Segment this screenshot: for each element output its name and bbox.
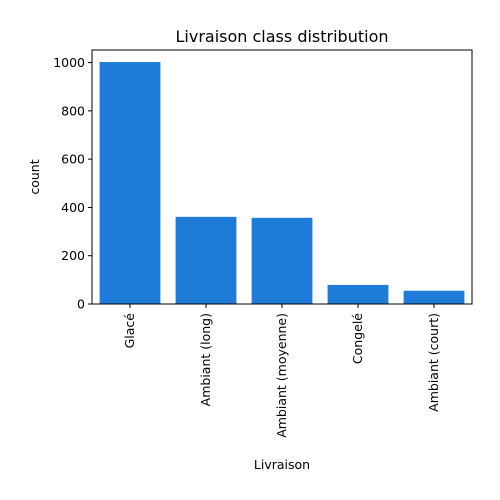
y-tick-label: 800 [61,103,85,118]
bar-4 [403,290,465,304]
x-tick-label: Glacé [122,313,137,349]
y-tick-label: 600 [61,152,85,167]
y-tick-label: 400 [61,200,85,215]
x-tick-label: Ambiant (moyenne) [274,313,289,438]
x-axis-label: Livraison [254,457,310,472]
bar-1 [175,216,237,304]
y-axis-ticks: 0 200 400 600 800 1000 [53,55,92,312]
x-tick-label: Ambiant (long) [198,313,213,406]
y-tick-label: 0 [77,297,85,312]
y-tick-label: 1000 [53,55,85,70]
x-axis-ticks: Glacé Ambiant (long) Ambiant (moyenne) Cong… [122,304,441,438]
x-tick-label: Ambiant (court) [426,313,441,412]
bars-group [99,62,465,305]
plot-frame [91,49,473,305]
bar-0 [99,62,161,305]
bar-2 [251,217,313,304]
y-tick-label: 200 [61,248,85,263]
bar-3 [327,284,389,304]
y-axis-label: count [27,159,42,194]
x-tick-label: Congelé [350,313,365,364]
chart-title: Livraison class distribution [176,27,389,46]
